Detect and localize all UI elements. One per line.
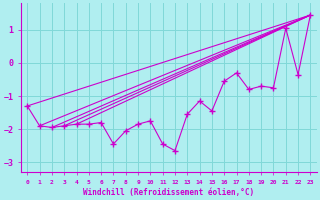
X-axis label: Windchill (Refroidissement éolien,°C): Windchill (Refroidissement éolien,°C) xyxy=(83,188,254,197)
